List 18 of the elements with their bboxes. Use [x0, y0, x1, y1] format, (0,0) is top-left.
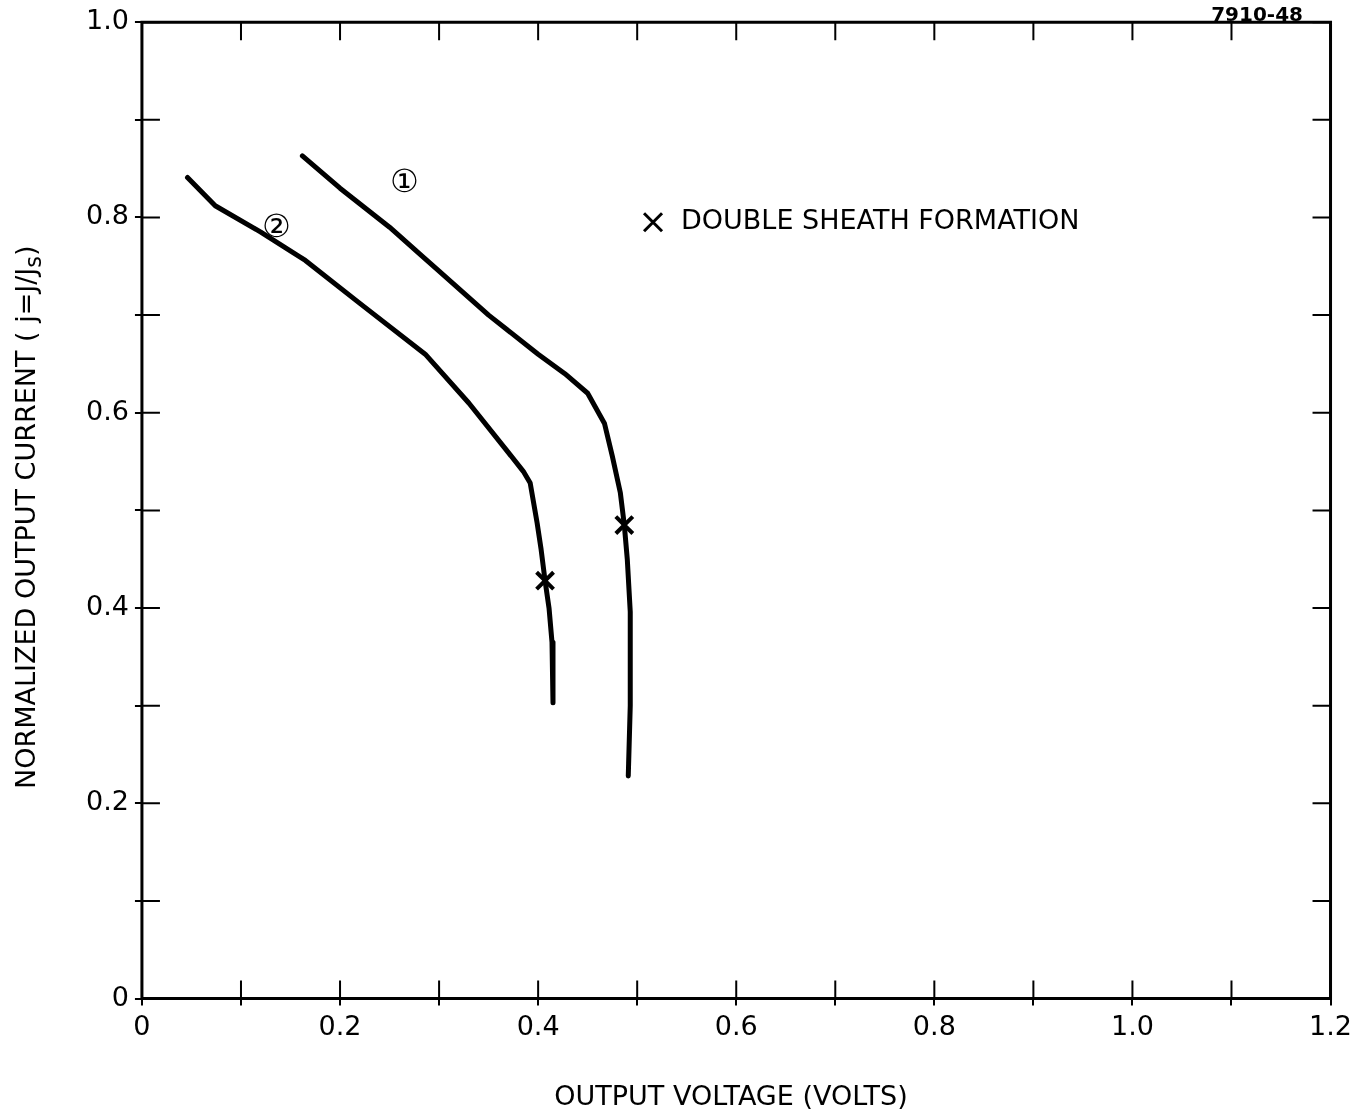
x-tick-label: 1.0	[1110, 1009, 1154, 1041]
annotation: ②	[262, 207, 291, 245]
y-tick-label: 0.2	[85, 785, 129, 817]
legend-label: DOUBLE SHEATH FORMATION	[681, 204, 1080, 236]
x-tick-label: 0.8	[912, 1009, 956, 1041]
y-tick-label: 0.4	[85, 590, 129, 622]
x-tick-label: 0.6	[714, 1009, 758, 1041]
x-tick-label: 0.4	[516, 1009, 560, 1041]
x-tick-label: 0	[133, 1009, 151, 1041]
y-tick-label: 0.6	[85, 394, 129, 426]
annotation: ①	[390, 162, 419, 200]
annotation: 7910-48	[1211, 2, 1303, 26]
y-tick-label: 0	[111, 980, 129, 1012]
y-tick-label: 0.8	[85, 199, 129, 231]
x-tick-label: 0.2	[318, 1009, 362, 1041]
y-tick-label: 1.0	[85, 4, 129, 36]
x-axis-title: OUTPUT VOLTAGE (VOLTS)	[553, 1080, 909, 1111]
x-tick-label: 1.2	[1309, 1009, 1353, 1041]
